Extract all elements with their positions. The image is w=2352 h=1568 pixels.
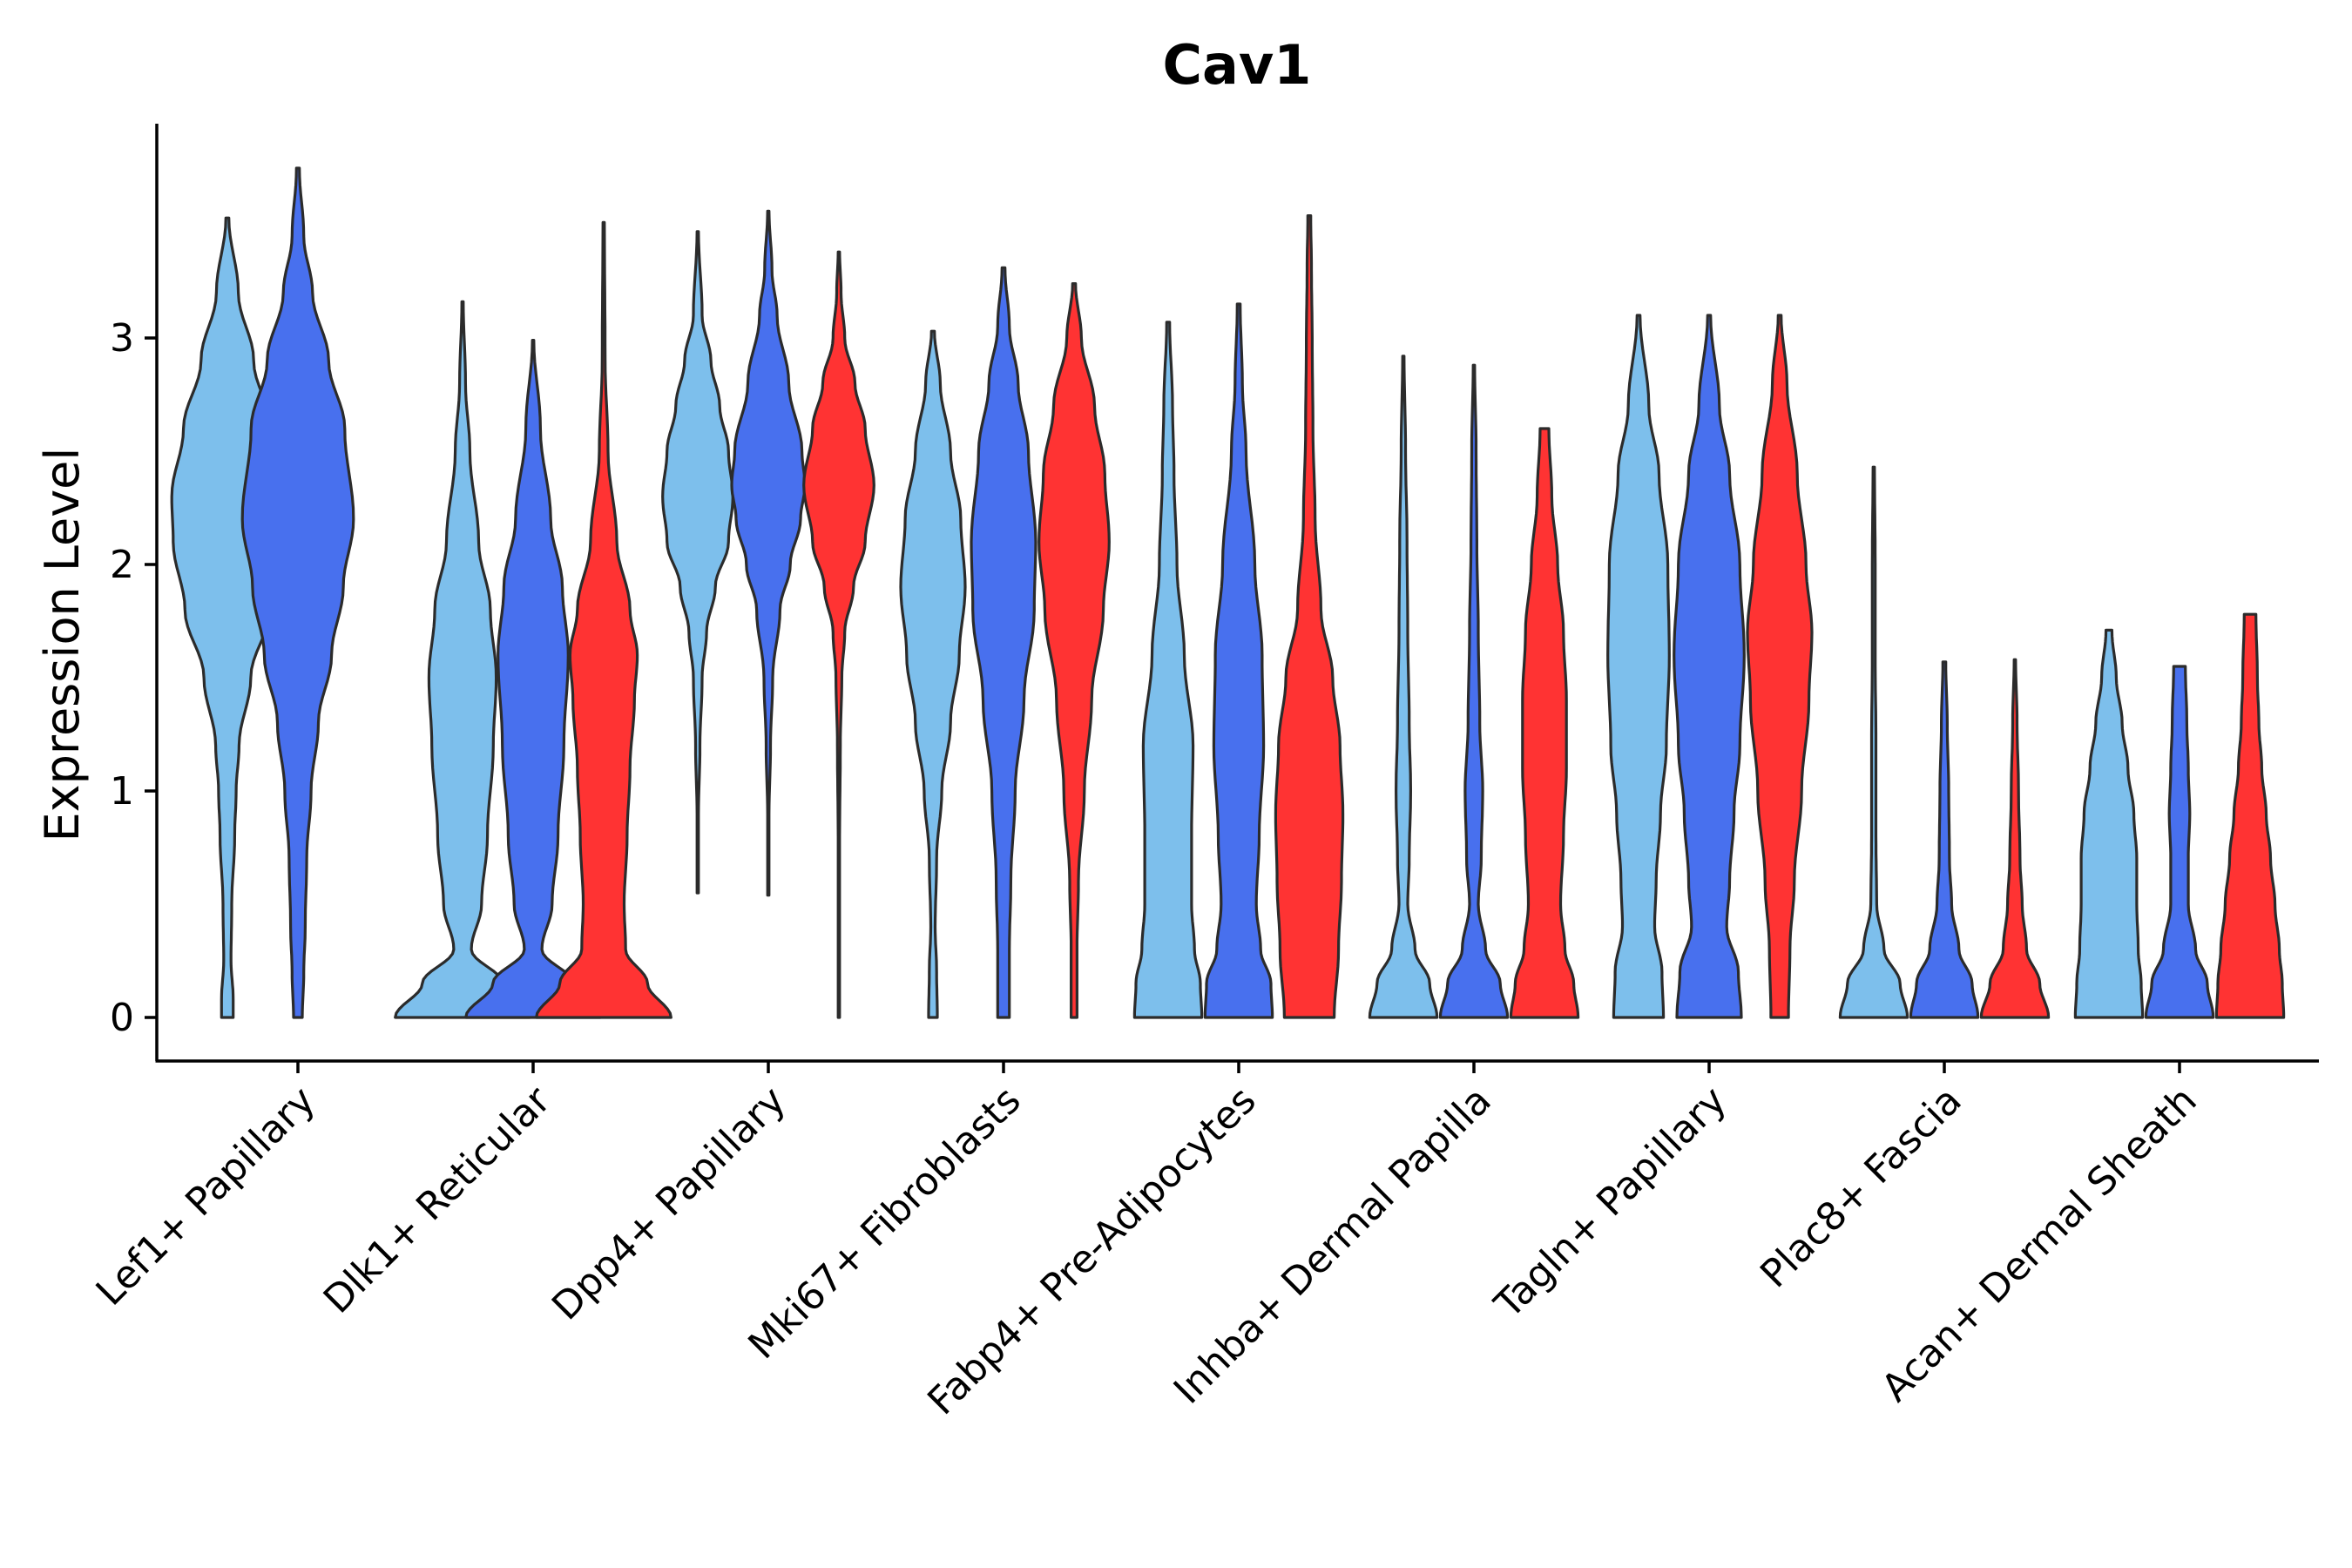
violin-2-group-2 <box>730 209 807 897</box>
violin-5-group-3 <box>1509 427 1580 1019</box>
violin-0-group-2 <box>240 166 355 1019</box>
y-tick-label: 3 <box>110 316 134 361</box>
violin-2-group-3 <box>802 250 875 1019</box>
violin-6-group-2 <box>1673 314 1746 1019</box>
x-tick-label: Lef1+ Papillary <box>88 1078 324 1315</box>
x-tick-label: Tagln+ Papillary <box>1486 1078 1735 1328</box>
x-tick-label: Dlk1+ Reticular <box>315 1078 560 1322</box>
y-tick-label: 2 <box>110 543 134 587</box>
violin-3-group-2 <box>970 266 1037 1019</box>
violin-4-group-2 <box>1203 302 1274 1019</box>
violin-4-group-1 <box>1132 321 1204 1019</box>
violin-7-group-1 <box>1838 465 1909 1019</box>
violin-3-group-3 <box>1037 282 1111 1019</box>
violin-1-group-1 <box>394 300 531 1019</box>
violin-7-group-3 <box>1979 658 2051 1019</box>
violin-7-group-2 <box>1909 660 1980 1019</box>
violin-8-group-3 <box>2214 612 2286 1019</box>
y-tick-label: 0 <box>110 996 134 1040</box>
violin-1-group-2 <box>464 339 602 1019</box>
violin-3-group-1 <box>899 329 967 1019</box>
x-tick-label: Plac8+ Fascia <box>1752 1078 1970 1297</box>
violin-6-group-1 <box>1606 314 1671 1019</box>
violin-5-group-1 <box>1368 355 1439 1019</box>
y-tick-label: 1 <box>110 769 134 814</box>
x-tick-label: Dpp4+ Papillary <box>544 1078 794 1329</box>
violin-5-group-2 <box>1438 363 1510 1019</box>
violin-8-group-2 <box>2144 665 2215 1019</box>
violin-8-group-1 <box>2073 628 2145 1019</box>
chart-title: Cav1 <box>1163 33 1312 97</box>
y-axis-label: Expression Level <box>35 448 90 842</box>
violin-2-group-1 <box>661 230 734 895</box>
violin-6-group-3 <box>1746 314 1814 1019</box>
violin-1-group-3 <box>535 220 672 1019</box>
violin-4-group-3 <box>1274 214 1345 1019</box>
violins-group <box>170 166 2286 1019</box>
